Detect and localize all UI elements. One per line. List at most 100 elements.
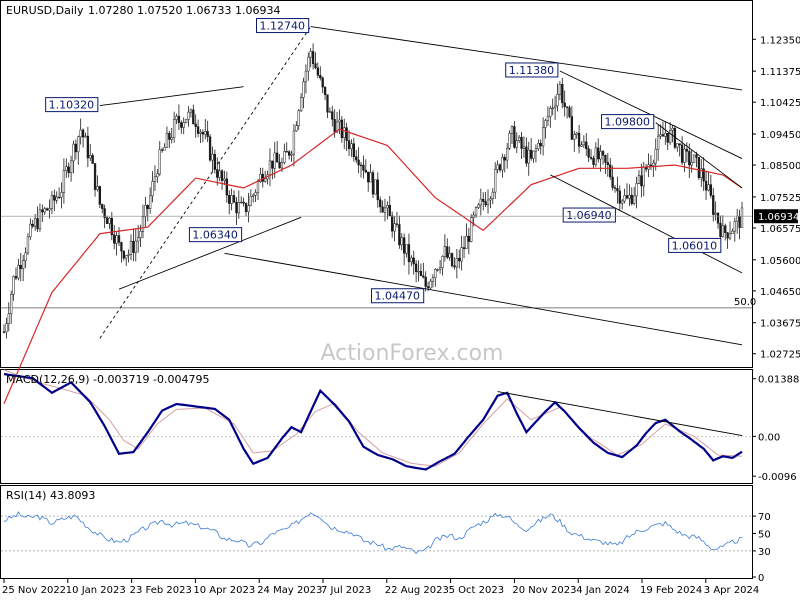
candle — [244, 202, 248, 217]
candle — [12, 275, 15, 301]
candle — [618, 185, 621, 211]
candle — [182, 117, 185, 135]
candle — [199, 129, 202, 144]
candle — [120, 241, 123, 263]
candle — [69, 155, 73, 182]
candle — [158, 141, 161, 176]
candle — [575, 131, 578, 139]
candle-body — [218, 170, 221, 178]
price-annotations: 1.10320 1.12740 1.06340 1.04470 1.11380 1.098… — [45, 18, 722, 304]
candle-body — [613, 187, 617, 189]
candle-body — [467, 235, 470, 242]
candle — [163, 143, 166, 151]
candle-body — [93, 163, 97, 190]
candle — [587, 145, 590, 163]
candle — [180, 120, 183, 134]
candle — [57, 187, 61, 199]
rsi-header: RSI(14) 43.8093 — [6, 489, 95, 502]
candle — [465, 223, 468, 250]
candle — [709, 174, 713, 199]
candle — [383, 198, 387, 222]
candle-body — [38, 209, 42, 230]
candle-body — [424, 276, 427, 287]
candle — [625, 183, 629, 200]
candle — [417, 260, 420, 282]
candle — [89, 144, 92, 161]
candle-body — [36, 218, 39, 230]
candle — [84, 132, 87, 138]
candle — [633, 186, 636, 206]
candle — [527, 141, 530, 176]
candle-body — [690, 162, 693, 166]
candle — [146, 204, 149, 222]
date-tick-label: 19 Feb 2024 — [640, 585, 702, 596]
candle-body — [402, 237, 406, 254]
annotation-box — [45, 97, 99, 113]
candle — [422, 262, 425, 279]
candle-body — [196, 126, 200, 134]
candle — [604, 154, 607, 175]
candle-body — [379, 199, 382, 208]
candle-body — [139, 230, 142, 239]
candle — [278, 154, 281, 169]
candle-body — [477, 204, 480, 208]
candle — [362, 155, 365, 179]
candle-body — [287, 151, 291, 156]
candle — [323, 86, 327, 100]
date-tick-label: 20 Nov 2023 — [512, 585, 576, 596]
candle — [242, 197, 245, 207]
candle-body — [254, 192, 257, 196]
candle-body — [2, 331, 6, 333]
candle-body — [22, 260, 25, 269]
candle — [455, 248, 459, 279]
candle-body — [204, 131, 207, 135]
annotation-label: 1.10320 — [49, 99, 95, 112]
candle-body — [117, 235, 121, 243]
candle — [388, 196, 391, 216]
candle — [264, 170, 267, 183]
candle-body — [589, 156, 593, 159]
candle — [304, 64, 308, 94]
candle — [108, 217, 111, 229]
annotation-label: 1.09800 — [605, 116, 651, 129]
candle-body — [347, 140, 351, 149]
candle-body — [422, 275, 425, 278]
candle-body — [98, 186, 101, 205]
candle — [153, 165, 157, 191]
candle-body — [633, 195, 636, 204]
candle-body — [247, 205, 250, 213]
candle — [249, 189, 252, 207]
candle-body — [345, 127, 348, 141]
candle — [218, 161, 221, 182]
candle-body — [563, 102, 566, 108]
candle — [101, 203, 104, 214]
candle — [477, 203, 480, 210]
candle-body — [290, 153, 293, 156]
candle — [637, 169, 641, 185]
candle-body — [702, 168, 705, 182]
candle — [549, 105, 552, 128]
candle-body — [41, 209, 44, 213]
candle — [371, 170, 375, 198]
candle-body — [244, 202, 248, 213]
candle — [252, 193, 255, 203]
candle — [151, 171, 154, 203]
rsi-tick-label: 70 — [758, 512, 771, 523]
candle — [589, 149, 593, 161]
candle-body — [553, 105, 557, 109]
date-tick-label: 7 Jul 2023 — [321, 585, 371, 596]
candle-body — [736, 215, 739, 222]
candle — [494, 162, 497, 199]
candle — [635, 176, 638, 209]
candle — [482, 192, 485, 211]
candle-body — [558, 84, 562, 95]
candle-body — [381, 206, 384, 213]
candle-body — [108, 217, 111, 224]
candle — [398, 215, 401, 249]
candle-body — [724, 225, 727, 233]
candle-body — [69, 160, 73, 174]
candle-body — [568, 107, 571, 117]
candle-body — [704, 180, 708, 191]
candle — [520, 131, 523, 160]
candle-body — [120, 242, 123, 252]
